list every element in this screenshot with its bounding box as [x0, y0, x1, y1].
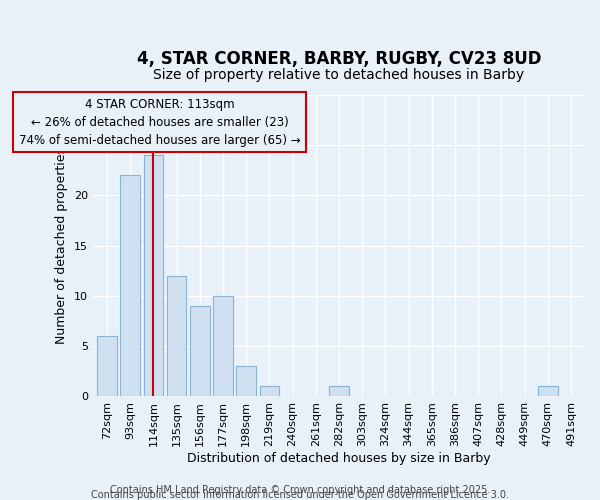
Bar [167, 276, 187, 396]
Text: Size of property relative to detached houses in Barby: Size of property relative to detached ho… [154, 68, 524, 82]
Text: Contains HM Land Registry data © Crown copyright and database right 2025.: Contains HM Land Registry data © Crown c… [110, 485, 490, 495]
Bar [190, 306, 209, 396]
Bar [329, 386, 349, 396]
Text: Contains public sector information licensed under the Open Government Licence 3.: Contains public sector information licen… [91, 490, 509, 500]
Text: 4 STAR CORNER: 113sqm
← 26% of detached houses are smaller (23)
74% of semi-deta: 4 STAR CORNER: 113sqm ← 26% of detached … [19, 98, 300, 146]
Bar [260, 386, 279, 396]
Bar [236, 366, 256, 396]
Bar [213, 296, 233, 396]
Title: 4, STAR CORNER, BARBY, RUGBY, CV23 8UD: 4, STAR CORNER, BARBY, RUGBY, CV23 8UD [137, 50, 541, 68]
Bar [121, 175, 140, 396]
X-axis label: Distribution of detached houses by size in Barby: Distribution of detached houses by size … [187, 452, 491, 465]
Bar [143, 155, 163, 396]
Bar [538, 386, 558, 396]
Bar [97, 336, 117, 396]
Y-axis label: Number of detached properties: Number of detached properties [55, 147, 68, 344]
